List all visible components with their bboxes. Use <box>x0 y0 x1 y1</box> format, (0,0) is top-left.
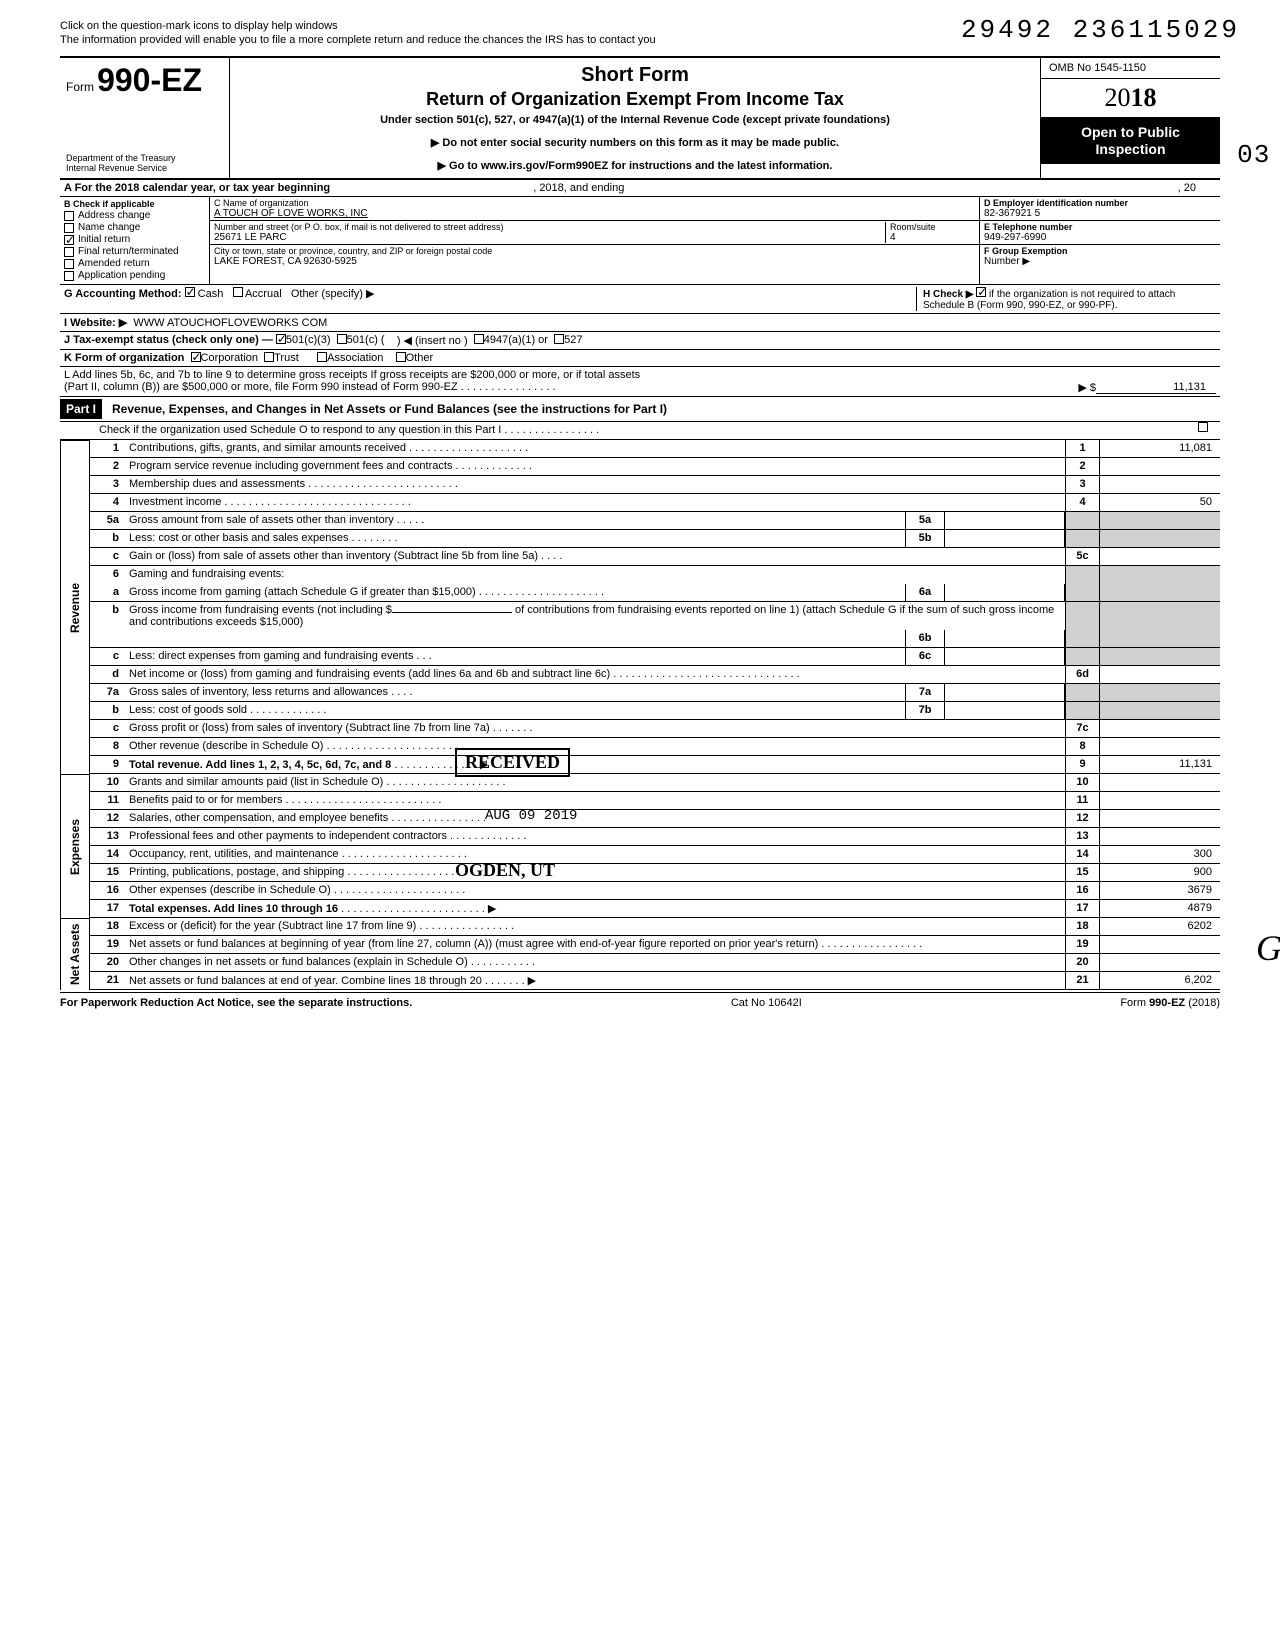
part1-title: Revenue, Expenses, and Changes in Net As… <box>112 402 667 416</box>
dln-stamp: 29492 236115029 <box>961 15 1240 45</box>
inspection-box: Open to Public Inspection <box>1041 118 1220 164</box>
chk-address[interactable] <box>64 211 74 221</box>
tax-year: 20201818 <box>1041 79 1220 118</box>
net-assets-label: Net Assets <box>60 918 90 990</box>
chk-527[interactable] <box>554 334 564 344</box>
website: WWW ATOUCHOFLOVEWORKS COM <box>133 317 327 329</box>
line16-val: 3679 <box>1100 882 1220 899</box>
col-b-checkboxes: B Check if applicable Address change Nam… <box>60 197 210 284</box>
org-address: 25671 LE PARC <box>214 232 885 243</box>
expenses-label: Expenses <box>60 774 90 918</box>
line-l: L Add lines 5b, 6c, and 7b to line 9 to … <box>60 367 1220 396</box>
omb-number: OMB No 1545-1150 <box>1041 58 1220 79</box>
line-i: I Website: ▶ WWW ATOUCHOFLOVEWORKS COM <box>60 314 1220 332</box>
dept-text: Department of the Treasury Internal Reve… <box>66 154 223 174</box>
line-k: K Form of organization Corporation Trust… <box>60 350 1220 367</box>
line1-val: 11,081 <box>1100 440 1220 457</box>
form-number-block: Form 990-EZ <box>66 62 223 99</box>
line15-val: 900 <box>1100 864 1220 881</box>
chk-pending[interactable] <box>64 271 74 281</box>
form-footer: Form 990-EZ (2018) <box>1120 997 1220 1009</box>
chk-schedule-o[interactable] <box>1198 422 1208 432</box>
cat-number: Cat No 10642I <box>731 997 802 1009</box>
group-number: Number ▶ <box>984 256 1216 267</box>
form-number: 990-EZ <box>97 62 202 98</box>
part1-header: Part I Revenue, Expenses, and Changes in… <box>60 396 1220 422</box>
chk-h[interactable] <box>976 287 986 297</box>
chk-assoc[interactable] <box>317 352 327 362</box>
right-margin-stamp: 03 08724 <box>1237 140 1280 170</box>
chk-501c[interactable] <box>337 334 347 344</box>
telephone: 949-297-6990 <box>984 232 1216 243</box>
chk-accrual[interactable] <box>233 287 243 297</box>
line14-val: 300 <box>1100 846 1220 863</box>
handwritten-initials: G7 <box>1256 927 1280 969</box>
under-section: Under section 501(c), 527, or 4947(a)(1)… <box>242 114 1028 126</box>
line-j: J Tax-exempt status (check only one) — 5… <box>60 332 1220 350</box>
revenue-label: Revenue <box>60 440 90 774</box>
line18-val: 6202 <box>1100 918 1220 935</box>
col-d-identifiers: D Employer identification number 82-3679… <box>980 197 1220 284</box>
revenue-section: Revenue 1Contributions, gifts, grants, a… <box>60 440 1220 774</box>
org-city: LAKE FOREST, CA 92630-5925 <box>214 256 975 267</box>
form-header: Form 990-EZ Department of the Treasury I… <box>60 56 1220 180</box>
room-suite: 4 <box>890 232 975 243</box>
line9-val: 11,131 <box>1100 756 1220 773</box>
goto-link: ▶ Go to www.irs.gov/Form990EZ for instru… <box>242 159 1028 172</box>
chk-initial[interactable] <box>64 235 74 245</box>
line-h: H Check ▶ if the organization is not req… <box>916 287 1216 311</box>
page-top: Click on the question-mark icons to disp… <box>60 20 1220 46</box>
header-left: Form 990-EZ Department of the Treasury I… <box>60 58 230 178</box>
aug-stamp: AUG 09 2019 <box>485 808 577 824</box>
chk-cash[interactable] <box>185 287 195 297</box>
part1-label: Part I <box>60 399 102 419</box>
return-title: Return of Organization Exempt From Incom… <box>242 89 1028 110</box>
chk-name[interactable] <box>64 223 74 233</box>
line17-val: 4879 <box>1100 900 1220 917</box>
chk-amended[interactable] <box>64 259 74 269</box>
line-g: G Accounting Method: Cash Accrual Other … <box>60 285 1220 314</box>
chk-4947[interactable] <box>474 334 484 344</box>
chk-other-org[interactable] <box>396 352 406 362</box>
paperwork-notice: For Paperwork Reduction Act Notice, see … <box>60 997 412 1009</box>
header-mid: Short Form Return of Organization Exempt… <box>230 58 1040 178</box>
section-bcd: B Check if applicable Address change Nam… <box>60 197 1220 285</box>
expenses-section: Expenses 10Grants and similar amounts pa… <box>60 774 1220 918</box>
line-a: A For the 2018 calendar year, or tax yea… <box>60 180 1220 197</box>
chk-corp[interactable] <box>191 352 201 362</box>
footer: For Paperwork Reduction Act Notice, see … <box>60 992 1220 1009</box>
line4-val: 50 <box>1100 494 1220 511</box>
gross-receipts: 11,131 <box>1096 381 1216 394</box>
org-name: A TOUCH OF LOVE WORKS, INC <box>214 208 975 219</box>
line21-val: 6,202 <box>1100 972 1220 989</box>
chk-final[interactable] <box>64 247 74 257</box>
ein: 82-367921 5 <box>984 208 1216 219</box>
ssn-warning: ▶ Do not enter social security numbers o… <box>242 136 1028 149</box>
ogden-stamp: OGDEN, UT <box>455 860 555 881</box>
form-label: Form <box>66 80 94 94</box>
col-c-org-info: C Name of organization A TOUCH OF LOVE W… <box>210 197 980 284</box>
chk-501c3[interactable] <box>276 334 286 344</box>
form-container: OCT 01 2019 SCANNED Click on the questio… <box>60 20 1220 1009</box>
part1-check-row: Check if the organization used Schedule … <box>60 422 1220 440</box>
chk-trust[interactable] <box>264 352 274 362</box>
header-right: OMB No 1545-1150 20201818 Open to Public… <box>1040 58 1220 178</box>
net-assets-section: Net Assets 18Excess or (deficit) for the… <box>60 918 1220 990</box>
received-stamp: RECEIVED <box>455 748 570 777</box>
short-form-title: Short Form <box>242 64 1028 87</box>
